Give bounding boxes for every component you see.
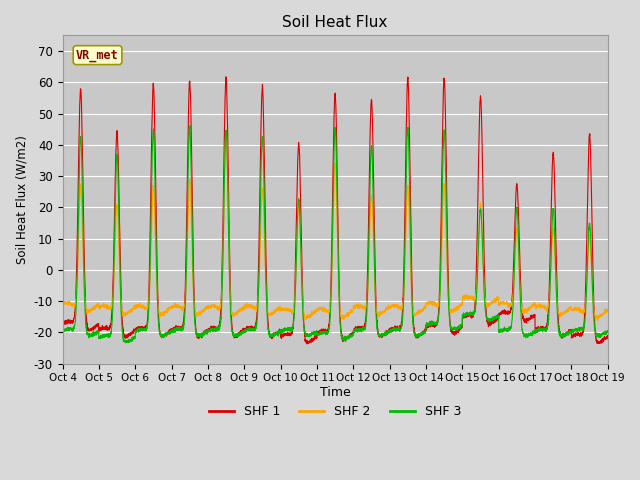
SHF 1 xyxy=(488,319,496,324)
SHF 1 xyxy=(604,333,612,338)
SHF 1 xyxy=(315,329,323,335)
SHF 3 xyxy=(604,328,612,334)
SHF 2 xyxy=(157,312,164,317)
SHF 1 xyxy=(604,334,611,340)
X-axis label: Time: Time xyxy=(320,386,351,399)
SHF 3 xyxy=(59,329,67,335)
Line: SHF 1: SHF 1 xyxy=(63,77,608,344)
SHF 2 xyxy=(604,308,612,314)
SHF 3 xyxy=(458,323,465,328)
SHF 2 xyxy=(428,299,435,305)
SHF 2 xyxy=(59,301,67,307)
Line: SHF 2: SHF 2 xyxy=(63,132,608,320)
Text: VR_met: VR_met xyxy=(76,48,119,61)
SHF 1 xyxy=(222,74,230,80)
SHF 3 xyxy=(488,314,496,320)
SHF 3 xyxy=(157,333,164,338)
Legend: SHF 1, SHF 2, SHF 3: SHF 1, SHF 2, SHF 3 xyxy=(204,400,466,423)
Line: SHF 3: SHF 3 xyxy=(63,126,608,343)
SHF 1 xyxy=(157,331,164,337)
SHF 2 xyxy=(604,308,611,313)
SHF 3 xyxy=(186,123,194,129)
SHF 1 xyxy=(458,325,465,331)
SHF 1 xyxy=(428,323,435,328)
SHF 2 xyxy=(593,317,601,323)
SHF 3 xyxy=(315,331,323,336)
Title: Soil Heat Flux: Soil Heat Flux xyxy=(282,15,388,30)
SHF 3 xyxy=(122,340,129,346)
SHF 2 xyxy=(222,129,230,135)
SHF 2 xyxy=(458,302,465,308)
SHF 2 xyxy=(488,299,496,304)
Y-axis label: Soil Heat Flux (W/m2): Soil Heat Flux (W/m2) xyxy=(15,135,28,264)
SHF 2 xyxy=(315,306,323,312)
SHF 1 xyxy=(303,341,311,347)
SHF 3 xyxy=(604,330,611,336)
SHF 3 xyxy=(428,321,435,326)
SHF 1 xyxy=(59,320,67,325)
